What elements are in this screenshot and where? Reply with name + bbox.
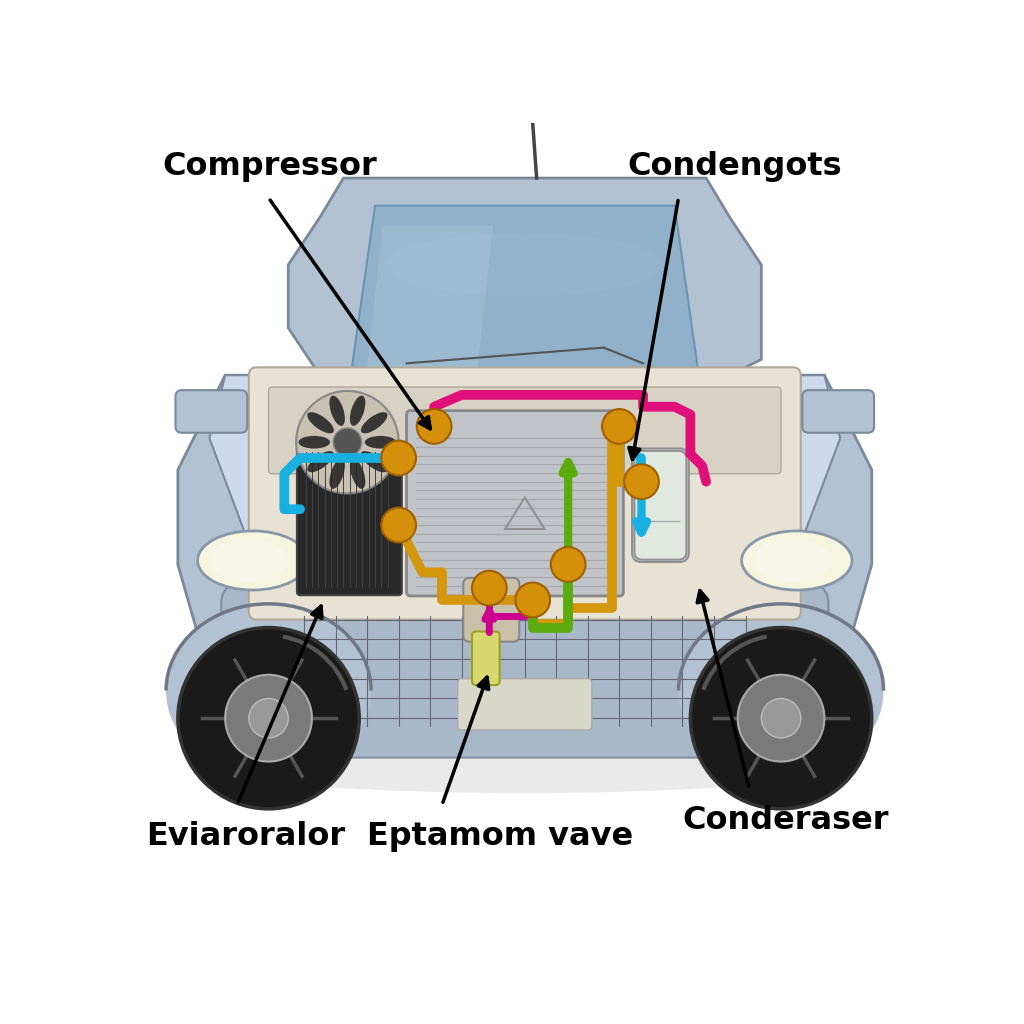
FancyBboxPatch shape: [635, 451, 686, 560]
FancyBboxPatch shape: [268, 387, 781, 474]
Ellipse shape: [229, 745, 820, 793]
Polygon shape: [289, 178, 762, 375]
Polygon shape: [178, 375, 871, 738]
Circle shape: [602, 410, 637, 443]
Ellipse shape: [754, 539, 833, 583]
Ellipse shape: [299, 436, 330, 449]
FancyBboxPatch shape: [803, 390, 874, 433]
Ellipse shape: [330, 395, 345, 426]
Text: Eviaroralor: Eviaroralor: [146, 821, 345, 852]
Ellipse shape: [679, 604, 884, 777]
FancyBboxPatch shape: [175, 390, 247, 433]
Text: Compressor: Compressor: [162, 151, 377, 181]
Circle shape: [762, 698, 801, 738]
Ellipse shape: [307, 413, 334, 433]
Circle shape: [381, 508, 416, 543]
Ellipse shape: [307, 452, 334, 472]
FancyBboxPatch shape: [472, 632, 500, 685]
FancyBboxPatch shape: [221, 584, 828, 758]
Ellipse shape: [350, 395, 366, 426]
Ellipse shape: [198, 530, 308, 590]
Ellipse shape: [365, 436, 396, 449]
Text: Eptamom vave: Eptamom vave: [367, 821, 633, 852]
FancyBboxPatch shape: [297, 443, 401, 595]
Polygon shape: [367, 225, 494, 368]
Circle shape: [551, 547, 586, 582]
Circle shape: [249, 698, 289, 738]
Circle shape: [737, 675, 824, 762]
Circle shape: [178, 628, 359, 809]
Circle shape: [296, 391, 398, 494]
Circle shape: [417, 410, 452, 443]
Circle shape: [690, 628, 871, 809]
Circle shape: [515, 583, 550, 617]
Circle shape: [225, 675, 312, 762]
Text: Conderaser: Conderaser: [682, 805, 889, 837]
Ellipse shape: [330, 459, 345, 488]
Circle shape: [472, 570, 507, 605]
FancyBboxPatch shape: [407, 411, 624, 596]
Ellipse shape: [209, 539, 289, 583]
Circle shape: [333, 428, 361, 457]
FancyBboxPatch shape: [458, 679, 592, 730]
Polygon shape: [351, 206, 698, 372]
Ellipse shape: [741, 530, 852, 590]
FancyBboxPatch shape: [463, 578, 519, 642]
Ellipse shape: [350, 459, 366, 488]
Ellipse shape: [360, 452, 387, 472]
FancyBboxPatch shape: [249, 368, 801, 620]
Circle shape: [381, 440, 416, 475]
FancyBboxPatch shape: [632, 449, 689, 562]
Ellipse shape: [387, 233, 663, 296]
Ellipse shape: [308, 407, 741, 502]
Text: Condengots: Condengots: [628, 151, 842, 181]
Ellipse shape: [360, 413, 387, 433]
Circle shape: [625, 464, 658, 499]
Ellipse shape: [166, 604, 371, 777]
Polygon shape: [210, 375, 840, 564]
